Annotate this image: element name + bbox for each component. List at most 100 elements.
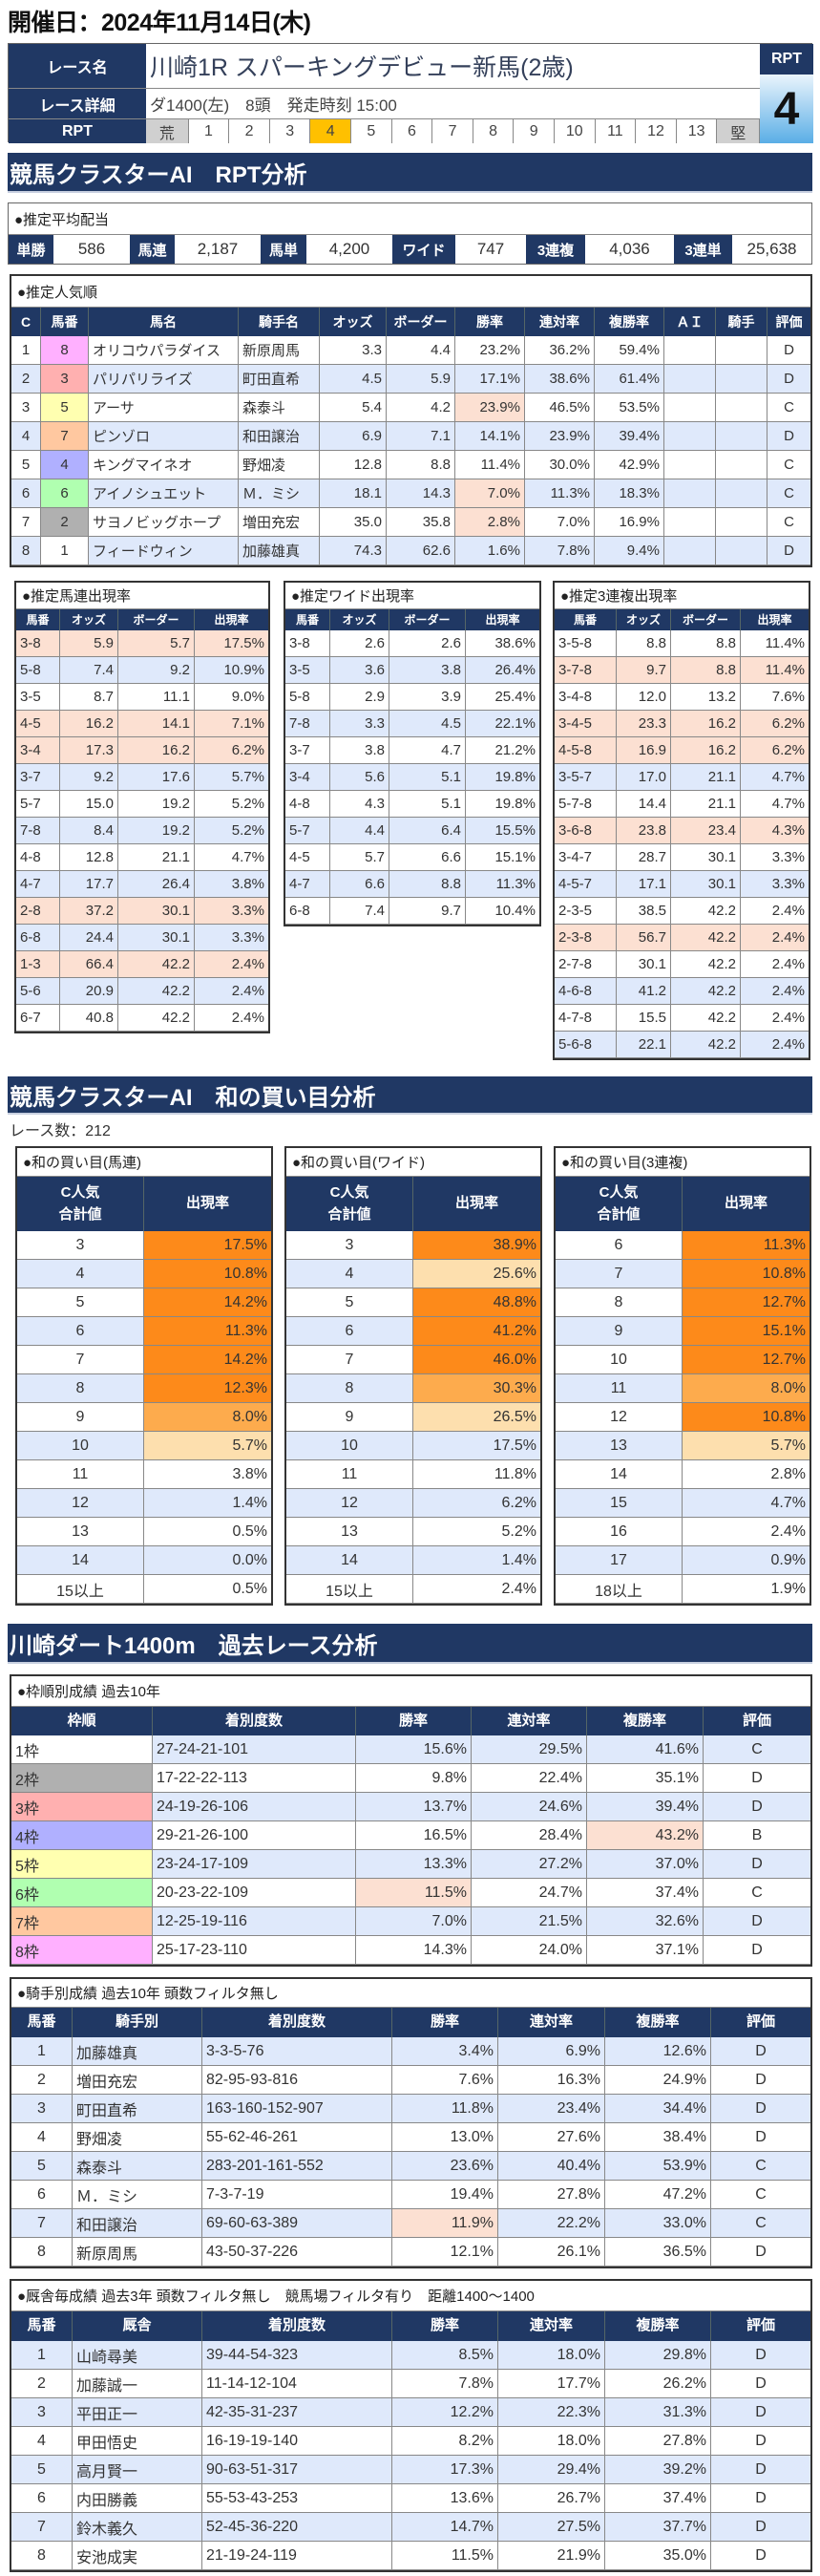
table-row[interactable]: 7-8 3.3 4.5 22.1% (285, 711, 539, 737)
table-row[interactable]: 11 3.8% (17, 1460, 271, 1489)
table-row[interactable]: 2-3-8 56.7 42.2 2.4% (555, 925, 809, 951)
table-row[interactable]: 4-5-8 16.9 16.2 6.2% (555, 737, 809, 764)
table-row[interactable]: 6 Ｍ．ミシ 7-3-7-19 19.4% 27.8% 47.2% C (11, 2181, 810, 2209)
table-row[interactable]: 5 4 キングマイネオ 野畑凌 12.8 8.8 11.4% 30.0% 42.9% C (11, 451, 810, 479)
table-row[interactable]: 3-7-8 9.7 8.8 11.4% (555, 657, 809, 684)
table-row[interactable]: 3-5 8.7 11.1 9.0% (16, 684, 268, 711)
table-row[interactable]: 17 0.9% (556, 1546, 809, 1575)
table-row[interactable]: 15以上 0.5% (17, 1575, 271, 1604)
table-row[interactable]: 8 1 フィードウィン 加藤雄真 74.3 62.6 1.6% 7.8% 9.4% D (11, 537, 810, 565)
table-row[interactable]: 7-8 8.4 19.2 5.2% (16, 818, 268, 844)
table-row[interactable]: 1 8 オリコウパラダイス 新原周馬 3.3 4.4 23.2% 36.2% 59.4% D (11, 336, 810, 365)
table-row[interactable]: 2-7-8 30.1 42.2 2.4% (555, 951, 809, 978)
table-row[interactable]: 3-6-8 23.8 23.4 4.3% (555, 818, 809, 844)
table-row[interactable]: 4枠 29-21-26-100 16.5% 28.4% 43.2% B (11, 1821, 810, 1850)
table-row[interactable]: 3 38.9% (286, 1231, 540, 1260)
table-row[interactable]: 3-4 5.6 5.1 19.8% (285, 764, 539, 791)
table-row[interactable]: 5-7-8 14.4 21.1 4.7% (555, 791, 809, 818)
table-row[interactable]: 3-5 3.6 3.8 26.4% (285, 657, 539, 684)
table-row[interactable]: 9 15.1% (556, 1317, 809, 1346)
table-row[interactable]: 6-8 7.4 9.7 10.4% (285, 898, 539, 925)
table-row[interactable]: 3-5-8 8.8 8.8 11.4% (555, 630, 809, 657)
table-row[interactable]: 14 0.0% (17, 1546, 271, 1575)
table-row[interactable]: 4-8 4.3 5.1 19.8% (285, 791, 539, 818)
table-row[interactable]: 1 山崎尋美 39-44-54-323 8.5% 18.0% 29.8% D (11, 2341, 810, 2370)
table-row[interactable]: 8 12.7% (556, 1288, 809, 1317)
table-row[interactable]: 4 10.8% (17, 1260, 271, 1288)
table-row[interactable]: 5 14.2% (17, 1288, 271, 1317)
table-row[interactable]: 3-4-7 28.7 30.1 3.3% (555, 844, 809, 871)
table-row[interactable]: 7 46.0% (286, 1346, 540, 1374)
table-row[interactable]: 10 5.7% (17, 1432, 271, 1460)
table-row[interactable]: 3-7 3.8 4.7 21.2% (285, 737, 539, 764)
table-row[interactable]: 5 森泰斗 283-201-161-552 23.6% 40.4% 53.9% C (11, 2152, 810, 2181)
table-row[interactable]: 3-4-5 23.3 16.2 6.2% (555, 711, 809, 737)
table-row[interactable]: 15以上 2.4% (286, 1575, 540, 1604)
table-row[interactable]: 1枠 27-24-21-101 15.6% 29.5% 41.6% C (11, 1735, 810, 1764)
table-row[interactable]: 4 甲田悟史 16-19-19-140 8.2% 18.0% 27.8% D (11, 2427, 810, 2456)
table-row[interactable]: 8枠 25-17-23-110 14.3% 24.0% 37.1% D (11, 1936, 810, 1965)
table-row[interactable]: 13 5.7% (556, 1432, 809, 1460)
table-row[interactable]: 6枠 20-23-22-109 11.5% 24.7% 37.4% C (11, 1879, 810, 1907)
table-row[interactable]: 12 10.8% (556, 1403, 809, 1432)
table-row[interactable]: 4 野畑凌 55-62-46-261 13.0% 27.6% 38.4% D (11, 2123, 810, 2152)
table-row[interactable]: 2枠 17-22-22-113 9.8% 22.4% 35.1% D (11, 1764, 810, 1793)
table-row[interactable]: 5-8 7.4 9.2 10.9% (16, 657, 268, 684)
table-row[interactable]: 6 11.3% (556, 1231, 809, 1260)
table-row[interactable]: 6 6 アイノシュエット Ｍ．ミシ 18.1 14.3 7.0% 11.3% 18.3% C (11, 479, 810, 508)
table-row[interactable]: 18以上 1.9% (556, 1575, 809, 1604)
table-row[interactable]: 2 3 パリパリライズ 町田直希 4.5 5.9 17.1% 38.6% 61.4% D (11, 365, 810, 394)
table-row[interactable]: 5-6-8 22.1 42.2 2.4% (555, 1032, 809, 1058)
table-row[interactable]: 3 平田正一 42-35-31-237 12.2% 22.3% 31.3% D (11, 2398, 810, 2427)
table-row[interactable]: 2 増田充宏 82-95-93-816 7.6% 16.3% 24.9% D (11, 2066, 810, 2095)
table-row[interactable]: 4-7 6.6 8.8 11.3% (285, 871, 539, 898)
table-row[interactable]: 2 加藤誠一 11-14-12-104 7.8% 17.7% 26.2% D (11, 2370, 810, 2398)
table-row[interactable]: 13 5.2% (286, 1518, 540, 1546)
table-row[interactable]: 8 新原周馬 43-50-37-226 12.1% 26.1% 36.5% D (11, 2238, 810, 2267)
table-row[interactable]: 4-5-7 17.1 30.1 3.3% (555, 871, 809, 898)
table-row[interactable]: 5-8 2.9 3.9 25.4% (285, 684, 539, 711)
table-row[interactable]: 5 48.8% (286, 1288, 540, 1317)
table-row[interactable]: 7 2 サヨノビッグホープ 増田充宏 35.0 35.8 2.8% 7.0% 16.9% C (11, 508, 810, 537)
table-row[interactable]: 14 2.8% (556, 1460, 809, 1489)
table-row[interactable]: 6 41.2% (286, 1317, 540, 1346)
table-row[interactable]: 3-4 17.3 16.2 6.2% (16, 737, 268, 764)
table-row[interactable]: 12 1.4% (17, 1489, 271, 1518)
table-row[interactable]: 2-3-5 38.5 42.2 2.4% (555, 898, 809, 925)
table-row[interactable]: 3-8 2.6 2.6 38.6% (285, 630, 539, 657)
table-row[interactable]: 7 和田譲治 69-60-63-389 11.9% 22.2% 33.0% C (11, 2209, 810, 2238)
table-row[interactable]: 7 14.2% (17, 1346, 271, 1374)
table-row[interactable]: 4-7-8 15.5 42.2 2.4% (555, 1005, 809, 1032)
table-row[interactable]: 5-6 20.9 42.2 2.4% (16, 978, 268, 1005)
table-row[interactable]: 13 0.5% (17, 1518, 271, 1546)
table-row[interactable]: 3 17.5% (17, 1231, 271, 1260)
table-row[interactable]: 6 内田勝義 55-53-43-253 13.6% 26.7% 37.4% D (11, 2484, 810, 2513)
table-row[interactable]: 4 25.6% (286, 1260, 540, 1288)
table-row[interactable]: 4-5 16.2 14.1 7.1% (16, 711, 268, 737)
table-row[interactable]: 5枠 23-24-17-109 13.3% 27.2% 37.0% D (11, 1850, 810, 1879)
table-row[interactable]: 4-5 5.7 6.6 15.1% (285, 844, 539, 871)
table-row[interactable]: 10 17.5% (286, 1432, 540, 1460)
table-row[interactable]: 3-8 5.9 5.7 17.5% (16, 630, 268, 657)
table-row[interactable]: 5-7 15.0 19.2 5.2% (16, 791, 268, 818)
table-row[interactable]: 3-7 9.2 17.6 5.7% (16, 764, 268, 791)
table-row[interactable]: 16 2.4% (556, 1518, 809, 1546)
table-row[interactable]: 15 4.7% (556, 1489, 809, 1518)
table-row[interactable]: 6-7 40.8 42.2 2.4% (16, 1005, 268, 1032)
table-row[interactable]: 12 6.2% (286, 1489, 540, 1518)
table-row[interactable]: 5 高月賢一 90-63-51-317 17.3% 29.4% 39.2% D (11, 2456, 810, 2484)
table-row[interactable]: 2-8 37.2 30.1 3.3% (16, 898, 268, 925)
table-row[interactable]: 1 加藤雄真 3-3-5-76 3.4% 6.9% 12.6% D (11, 2037, 810, 2066)
table-row[interactable]: 8 30.3% (286, 1374, 540, 1403)
table-row[interactable]: 8 12.3% (17, 1374, 271, 1403)
table-row[interactable]: 1-3 66.4 42.2 2.4% (16, 951, 268, 978)
table-row[interactable]: 6-8 24.4 30.1 3.3% (16, 925, 268, 951)
table-row[interactable]: 14 1.4% (286, 1546, 540, 1575)
table-row[interactable]: 3 5 アーサ 森泰斗 5.4 4.2 23.9% 46.5% 53.5% C (11, 394, 810, 422)
table-row[interactable]: 4-6-8 41.2 42.2 2.4% (555, 978, 809, 1005)
table-row[interactable]: 11 11.8% (286, 1460, 540, 1489)
table-row[interactable]: 9 8.0% (17, 1403, 271, 1432)
table-row[interactable]: 7枠 12-25-19-116 7.0% 21.5% 32.6% D (11, 1907, 810, 1936)
table-row[interactable]: 3 町田直希 163-160-152-907 11.8% 23.4% 34.4% D (11, 2095, 810, 2123)
table-row[interactable]: 3-4-8 12.0 13.2 7.6% (555, 684, 809, 711)
